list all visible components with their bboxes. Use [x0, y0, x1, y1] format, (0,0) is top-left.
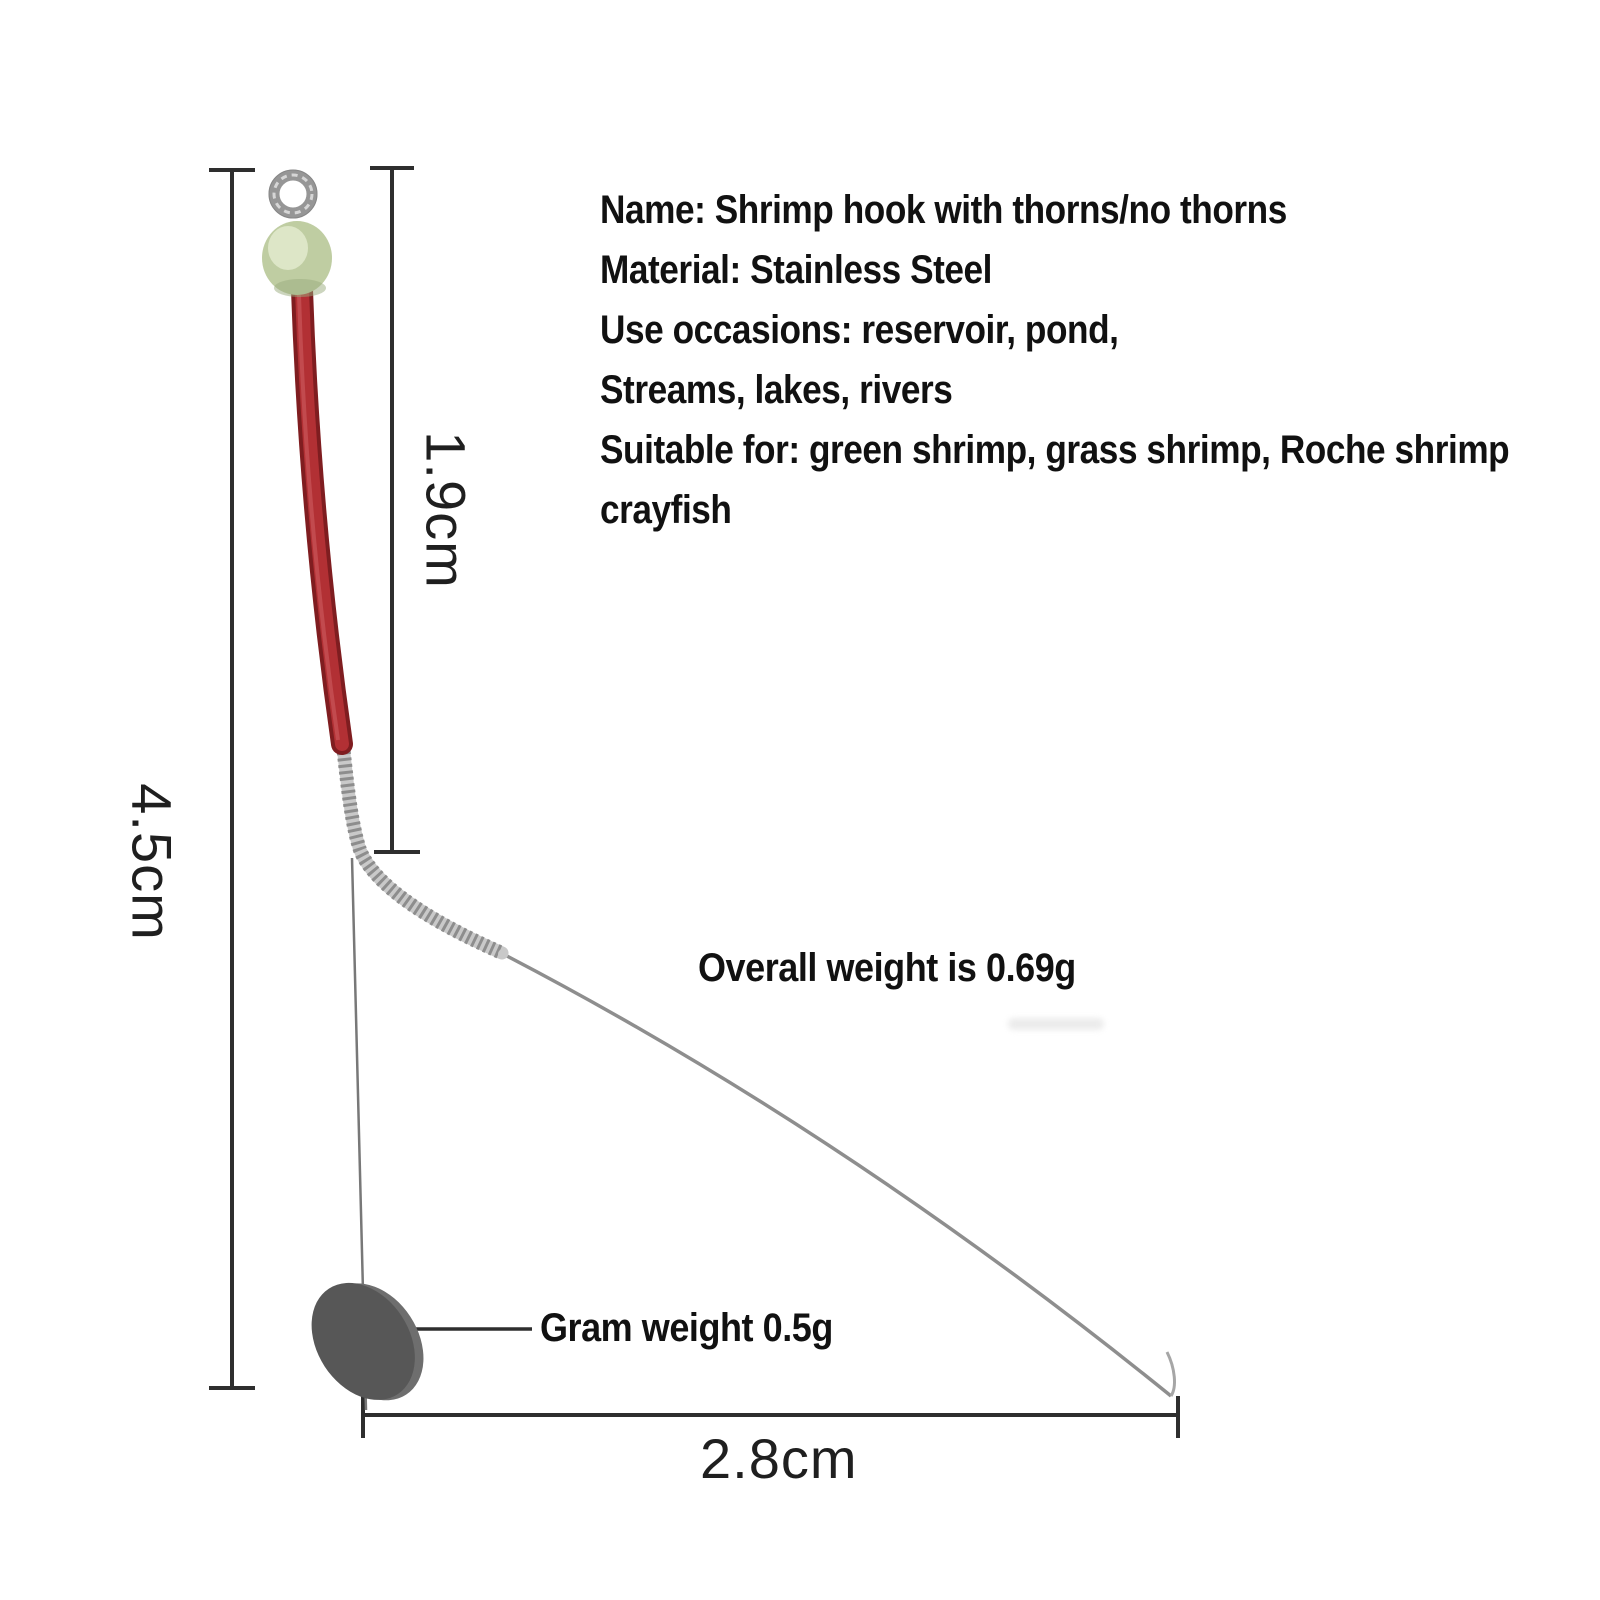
info-line-streams: Streams, lakes, rivers	[600, 368, 953, 412]
info-line-use: Use occasions: reservoir, pond,	[600, 308, 1119, 352]
info-line-crayfish: crayfish	[600, 488, 732, 532]
info-line-suitable: Suitable for: green shrimp, grass shrimp…	[600, 428, 1510, 472]
dim-label-base-width: 2.8cm	[700, 1427, 858, 1490]
hook-wire	[504, 953, 1173, 1398]
info-line-name: Name: Shrimp hook with thorns/no thorns	[600, 188, 1287, 232]
dim-label-tube-length: 1.9cm	[414, 431, 478, 589]
luminous-bead	[262, 221, 332, 297]
dim-label-total-height: 4.5cm	[120, 783, 184, 941]
hook-point	[1165, 1351, 1176, 1397]
dim-line-base-width	[361, 1396, 1180, 1438]
gram-weight-label: Gram weight 0.5g	[540, 1306, 833, 1350]
eye-ring	[268, 169, 318, 219]
info-line-material: Material: Stainless Steel	[600, 248, 993, 292]
dim-line-total-height	[209, 168, 255, 1390]
product-info-block: Name: Shrimp hook with thorns/no thorns …	[600, 180, 1510, 540]
red-tube	[291, 279, 353, 755]
spring-coil	[336, 738, 509, 960]
overall-weight-label: Overall weight is 0.69g	[698, 946, 1076, 990]
sinker-disc	[311, 1282, 424, 1401]
dim-line-tube-length	[370, 166, 420, 854]
faint-watermark	[1008, 1018, 1104, 1030]
